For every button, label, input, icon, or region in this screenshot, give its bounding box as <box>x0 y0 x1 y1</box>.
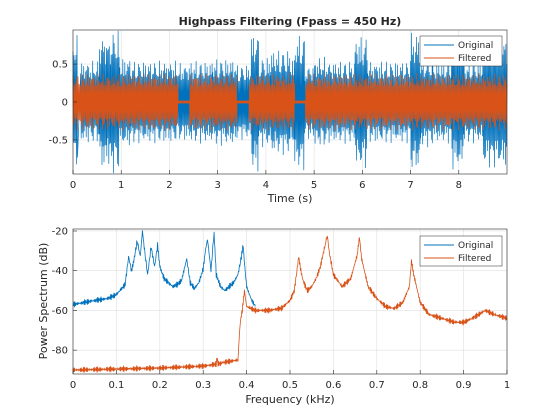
top-x-axis-label: Time (s) <box>267 192 313 205</box>
bottom-x-axis-label: Frequency (kHz) <box>245 393 334 406</box>
top-x-tick-label: 4 <box>263 180 269 191</box>
bottom-x-tick-label: 0.9 <box>456 380 472 391</box>
bottom-series <box>72 230 508 373</box>
top-x-tick-label: 5 <box>311 180 317 191</box>
bottom-legend: Original Filtered <box>419 235 503 267</box>
bottom-series-original-line <box>72 230 256 308</box>
bottom-y-tick-label: -20 <box>52 226 68 237</box>
top-series-original-line <box>72 30 508 174</box>
bottom-x-tick-label: 0.1 <box>108 380 124 391</box>
bottom-x-tick-label: 0.8 <box>412 380 428 391</box>
top-series-filtered-line <box>72 73 508 131</box>
bottom-y-tick-label: -60 <box>52 306 68 317</box>
top-series <box>72 30 508 174</box>
top-x-tick-label: 1 <box>118 180 124 191</box>
top-x-tick-label: 3 <box>214 180 220 191</box>
top-legend-label-original: Original <box>458 41 493 51</box>
bottom-y-tick-label: -40 <box>52 266 68 277</box>
top-x-tick-label: 2 <box>166 180 172 191</box>
top-chart-title: Highpass Filtering (Fpass = 450 Hz) <box>179 15 402 28</box>
bottom-x-tick-label: 0.3 <box>195 380 211 391</box>
top-legend-label-filtered: Filtered <box>458 54 491 64</box>
bottom-y-axis-label: Power Spectrum (dB) <box>37 243 50 360</box>
top-y-tick-label: -0.5 <box>48 135 68 146</box>
bottom-ticks: 0 0.1 0.2 0.3 0.4 0.5 0.6 0.7 0.8 0.9 1 -80 -60 -40 -2… <box>52 226 511 391</box>
top-x-tick-label: 0 <box>70 180 76 191</box>
top-y-tick-label: 0.5 <box>52 60 68 71</box>
top-y-tick-label: 0 <box>62 98 68 109</box>
top-x-tick-label: 8 <box>456 180 462 191</box>
bottom-legend-label-filtered: Filtered <box>458 254 491 264</box>
bottom-legend-label-original: Original <box>458 241 493 251</box>
bottom-x-tick-label: 0.4 <box>239 380 255 391</box>
bottom-x-tick-label: 0.5 <box>282 380 298 391</box>
top-ticks: 0 1 2 3 4 5 6 7 8 -0.5 0 0.5 <box>48 60 461 191</box>
time-domain-axes: Highpass Filtering (Fpass = 450 Hz) 0 1 2 3… <box>48 15 508 205</box>
bottom-x-tick-label: 0.2 <box>152 380 168 391</box>
spectrum-axes: 0 0.1 0.2 0.3 0.4 0.5 0.6 0.7 0.8 0.9 1 -80 -60 -40 -2… <box>37 226 510 406</box>
top-x-tick-label: 6 <box>359 180 365 191</box>
bottom-x-tick-label: 1 <box>504 380 510 391</box>
bottom-series-filtered-line <box>72 235 508 373</box>
top-x-tick-label: 7 <box>407 180 413 191</box>
top-legend-box <box>419 35 503 67</box>
bottom-x-tick-label: 0.7 <box>369 380 385 391</box>
bottom-x-tick-label: 0.6 <box>325 380 341 391</box>
bottom-legend-box <box>419 235 503 267</box>
bottom-y-tick-label: -80 <box>52 346 68 357</box>
top-legend: Original Filtered <box>419 35 503 67</box>
bottom-x-tick-label: 0 <box>70 380 76 391</box>
